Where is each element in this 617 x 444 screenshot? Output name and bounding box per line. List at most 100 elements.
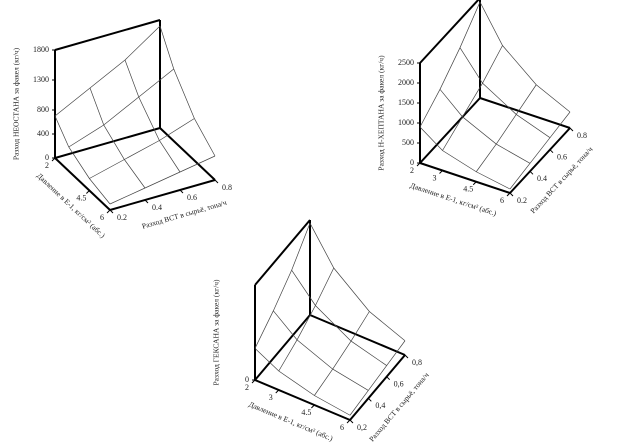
z-tick-label: 0 (45, 153, 49, 162)
z-axis-label: Разход Н-ХЕПТАНА за факел (кг/ч) (377, 55, 386, 171)
y-tick-label: 0.2 (517, 196, 527, 205)
box-edge (254, 314, 311, 381)
x-tick (346, 419, 351, 424)
y-axis (349, 354, 406, 421)
y-tick-label: 0.2 (117, 213, 127, 222)
x-tick (106, 209, 111, 214)
mesh-line (419, 1, 481, 128)
y-tick (214, 179, 219, 184)
z-tick-label: 2000 (398, 78, 414, 87)
x-tick-label: 3 (269, 393, 273, 402)
y-tick-label: 0.8 (577, 131, 587, 140)
x-tick (251, 379, 256, 384)
y-tick-label: 0,2 (357, 423, 367, 432)
x-tick (506, 192, 511, 197)
y-tick (386, 376, 391, 381)
mesh-line (124, 59, 181, 173)
mesh-line (68, 68, 174, 148)
y-tick-label: 0,4 (375, 401, 385, 410)
x-tick-label: 2 (410, 166, 414, 175)
x-tick (472, 181, 477, 186)
x-tick (86, 190, 90, 194)
mesh-line (419, 126, 511, 190)
mesh-line (89, 87, 146, 189)
z-tick-label: 500 (402, 138, 414, 147)
y-tick-label: 0,6 (394, 379, 404, 388)
surface-chart: 0 400 800 1300 1800 2 4.5 6 0.2 0.4 0.6 0.8 Разход Н… (12, 19, 232, 240)
z-tick-label: 400 (37, 129, 49, 138)
mesh-line (349, 340, 406, 416)
z-tick-label: 0 (245, 375, 249, 384)
y-tick (404, 354, 409, 359)
box-edge (254, 219, 311, 286)
z-tick-label: 1800 (33, 45, 49, 54)
mesh-line (439, 89, 531, 164)
x-axis (419, 162, 511, 194)
box-edge (54, 19, 161, 51)
x-tick-label: 6 (340, 423, 344, 432)
y-tick (529, 170, 534, 175)
box-edge (419, 97, 481, 164)
box-edge (309, 314, 406, 356)
y-axis (509, 127, 571, 194)
z-tick-label: 800 (37, 105, 49, 114)
mesh-line (475, 84, 537, 172)
surface-chart: 02 3 4.5 6 0,2 0,4 0,6 0,8 Разход ГЕКСАНА за фак… (212, 219, 431, 444)
z-tick-label: 1000 (398, 118, 414, 127)
x-tick (275, 389, 280, 394)
mesh-line (89, 118, 195, 179)
mesh-line (273, 310, 369, 391)
mesh-line (54, 115, 111, 205)
x-tick-label: 6 (100, 213, 104, 222)
mesh-line (254, 348, 351, 416)
surface-chart: 0 500 1000 1500 2000 2500 2 3 4.5 6 0.2 0.4 0.6 0.8 Ра… (377, 0, 595, 218)
y-tick-label: 0.6 (557, 152, 567, 161)
z-tick-label: 2500 (398, 58, 414, 67)
y-tick (144, 199, 149, 204)
x-axis-label: Давление в Е-1, кг/см² (абс.) (35, 171, 107, 240)
x-axis-label: Давление в Е-1, кг/см² (абс.) (247, 400, 334, 444)
x-axis-label: Давление в Е-1, кг/см² (абс.) (409, 181, 498, 218)
z-axis-label: Разход ГЕКСАНА за факел (кг/ч) (212, 279, 221, 385)
mesh-line (442, 45, 503, 151)
box-edge (419, 0, 480, 64)
mesh-line (109, 155, 216, 205)
box-edge (159, 127, 216, 181)
x-tick (439, 170, 443, 174)
mesh-line (254, 223, 311, 349)
x-tick-label: 2 (245, 383, 249, 392)
mesh-line (509, 111, 571, 190)
y-tick-label: 0.8 (222, 183, 232, 192)
y-tick (549, 149, 554, 154)
x-tick-label: 4.5 (76, 193, 86, 202)
mesh-line (159, 25, 216, 157)
y-tick (569, 127, 574, 132)
z-axis-label: Разход НЕОСТАНА за факел (кг/ч) (12, 47, 21, 160)
x-tick-label: 4.5 (463, 185, 473, 194)
y-tick (367, 397, 372, 402)
mesh-line (309, 223, 406, 342)
x-tick (311, 404, 315, 409)
mesh-line (479, 1, 571, 113)
x-tick-label: 4.5 (301, 408, 311, 417)
mesh-line (54, 25, 161, 117)
y-tick (179, 189, 184, 194)
z-tick-label: 1500 (398, 98, 414, 107)
x-tick (416, 162, 421, 167)
box-edge (479, 97, 571, 129)
x-tick (51, 157, 56, 162)
box-edge (54, 127, 161, 159)
y-tick-label: 0.6 (187, 193, 197, 202)
y-axis (109, 179, 216, 211)
y-tick (349, 419, 354, 424)
x-tick-label: 6 (500, 196, 504, 205)
x-tick-label: 3 (433, 173, 437, 182)
y-tick (509, 192, 514, 197)
y-tick-label: 0.4 (152, 203, 162, 212)
y-tick (109, 209, 114, 214)
mesh-line (459, 47, 551, 138)
z-tick-label: 1300 (33, 75, 49, 84)
mesh-line (314, 311, 370, 396)
x-axis (254, 379, 351, 421)
